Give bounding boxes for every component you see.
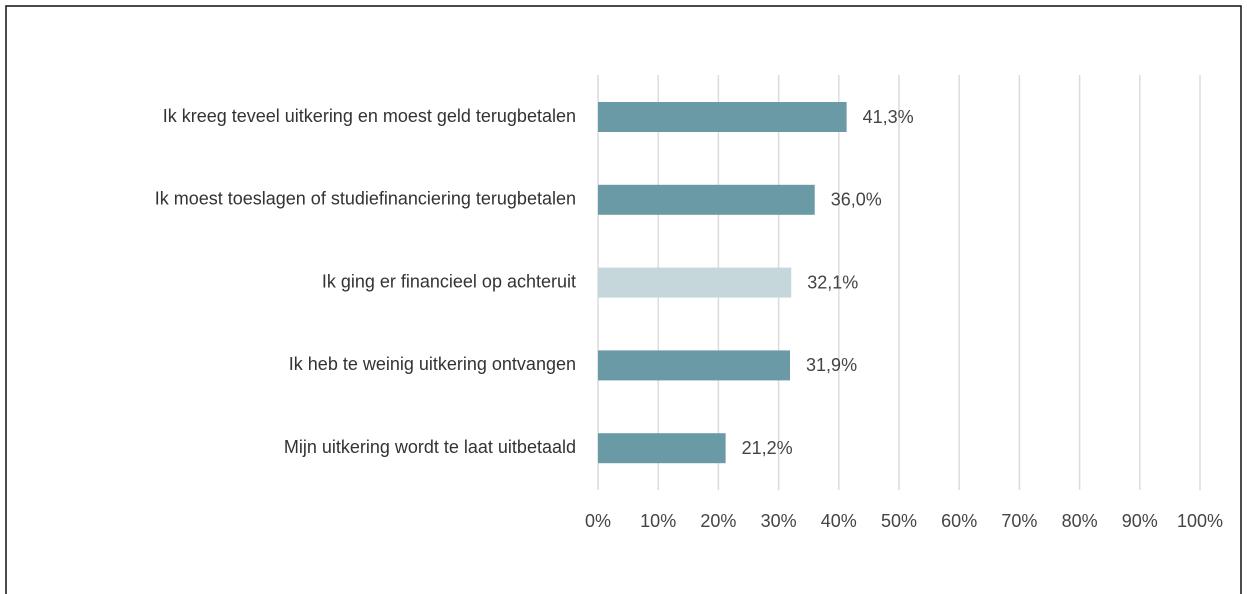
x-tick-label: 60% (941, 511, 977, 531)
category-label: Ik kreeg teveel uitkering en moest geld … (163, 106, 576, 126)
x-tick-label: 70% (1001, 511, 1037, 531)
x-tick-label: 0% (585, 511, 611, 531)
x-tick-label: 50% (881, 511, 917, 531)
x-tick-label: 30% (761, 511, 797, 531)
x-tick-label: 20% (700, 511, 736, 531)
value-label: 31,9% (806, 355, 857, 375)
category-label: Ik heb te weinig uitkering ontvangen (289, 354, 576, 374)
value-label: 21,2% (742, 438, 793, 458)
bar (598, 102, 847, 132)
x-tick-label: 40% (821, 511, 857, 531)
x-tick-label: 100% (1177, 511, 1223, 531)
value-label: 36,0% (831, 190, 882, 210)
x-tick-label: 90% (1122, 511, 1158, 531)
category-label: Ik ging er financieel op achteruit (322, 271, 576, 291)
bar (598, 433, 726, 464)
bar (598, 267, 792, 298)
value-label: 32,1% (807, 272, 858, 292)
category-label: Mijn uitkering wordt te laat uitbetaald (284, 437, 576, 457)
x-tick-label: 10% (640, 511, 676, 531)
value-label: 41,3% (863, 107, 914, 127)
x-tick-label: 80% (1062, 511, 1098, 531)
category-label: Ik moest toeslagen of studiefinanciering… (155, 189, 576, 209)
bar (598, 350, 791, 381)
frame (5, 5, 1242, 594)
bar (598, 184, 815, 215)
